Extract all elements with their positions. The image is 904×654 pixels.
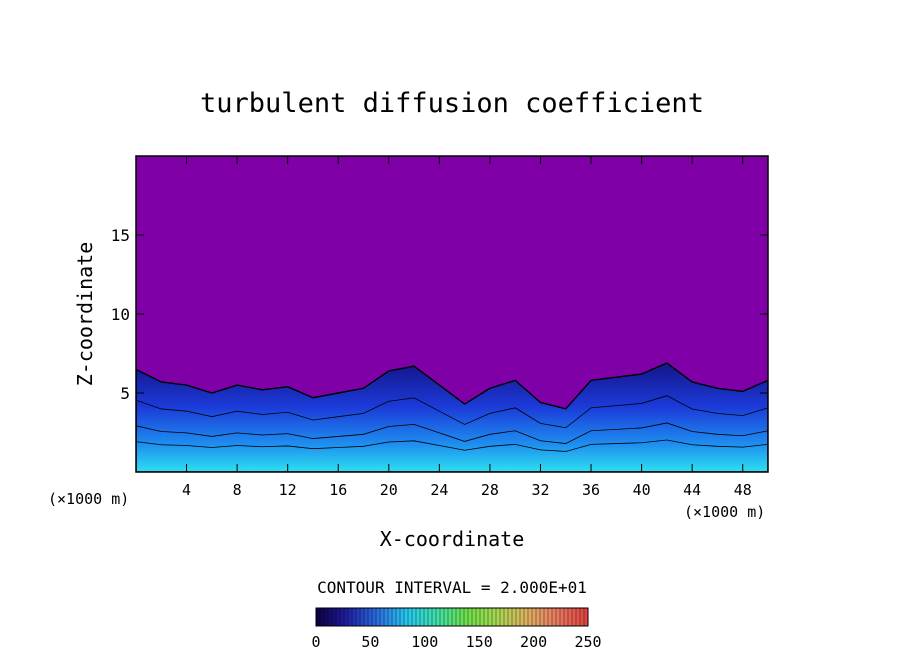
x-tick-label: 20 <box>380 481 398 499</box>
colorbar-tick-label: 250 <box>574 633 601 651</box>
colorbar-tick-label: 0 <box>311 633 320 651</box>
x-tick-label: 32 <box>531 481 549 499</box>
y-axis-ticks: 5 10 15 <box>111 226 768 403</box>
colorbar-tick-label: 100 <box>411 633 438 651</box>
y-tick-label: 15 <box>111 226 130 245</box>
chart-title: turbulent diffusion coefficient <box>200 88 704 119</box>
x-tick-label: 48 <box>734 481 752 499</box>
x-axis-label: X-coordinate <box>380 527 525 551</box>
x-axis-unit-right: (×1000 m) <box>684 503 765 521</box>
x-tick-label: 44 <box>683 481 701 499</box>
colorbar: 0 50 100 150 200 250 <box>311 607 602 651</box>
colorbar-tick-label: 150 <box>466 633 493 651</box>
y-tick-label: 10 <box>111 305 130 324</box>
plot-area <box>135 155 769 473</box>
x-tick-label: 12 <box>279 481 297 499</box>
contour-line <box>136 395 768 429</box>
x-tick-label: 40 <box>633 481 651 499</box>
x-tick-label: 4 <box>182 481 191 499</box>
y-axis-label: Z-coordinate <box>73 242 97 387</box>
x-axis-ticks: 4 8 12 16 20 24 28 32 36 40 44 48 <box>182 156 752 499</box>
colorbar-tick-label: 50 <box>361 633 379 651</box>
x-axis-unit-left: (×1000 m) <box>48 490 129 508</box>
x-tick-label: 16 <box>329 481 347 499</box>
contour-line <box>136 439 768 452</box>
y-tick-label: 5 <box>120 384 130 403</box>
contour-interval-label: CONTOUR INTERVAL = 2.000E+01 <box>317 578 587 597</box>
x-tick-label: 28 <box>481 481 499 499</box>
x-tick-label: 36 <box>582 481 600 499</box>
x-tick-label: 24 <box>430 481 448 499</box>
x-tick-label: 8 <box>233 481 242 499</box>
contour-line <box>136 422 768 444</box>
colorbar-tick-label: 200 <box>520 633 547 651</box>
